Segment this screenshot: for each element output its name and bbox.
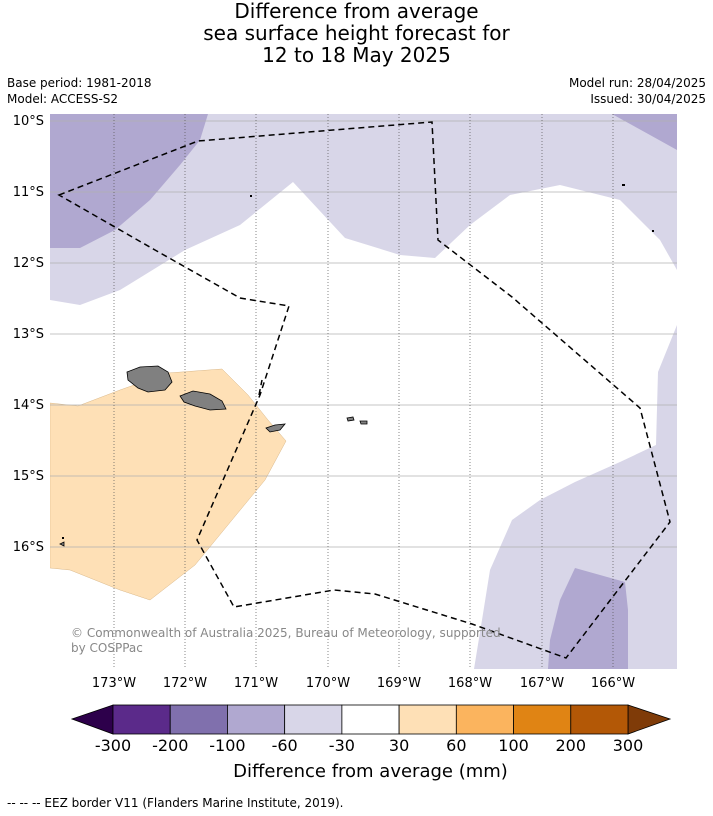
- issued-date: Issued: 30/04/2025: [590, 92, 706, 106]
- latitude-label: 13°S: [13, 327, 44, 342]
- model-run: Model run: 28/04/2025: [568, 76, 706, 90]
- colorbar-tick-label: 30: [388, 736, 410, 755]
- islet-west: [62, 537, 64, 539]
- meta-right: Model run: 28/04/2025 Issued: 30/04/2025: [569, 75, 706, 107]
- map-plot-area: [50, 114, 677, 669]
- copyright-line-2: by COSPPac: [71, 641, 143, 655]
- longitude-label: 170°W: [306, 676, 350, 691]
- island-upolu: [179, 390, 227, 411]
- islet-swains: [250, 195, 252, 197]
- eez-footnote: -- -- -- EEZ border V11 (Flanders Marine…: [7, 796, 344, 810]
- anomaly-region-mid-purple-northwest: [50, 114, 208, 248]
- colorbar-title: Difference from average (mm): [233, 761, 508, 782]
- map-title: Difference from average sea surface heig…: [0, 0, 713, 66]
- colorbar-bin: [341, 704, 400, 735]
- latitude-label: 14°S: [13, 398, 44, 413]
- colorbar-bin: [284, 704, 343, 735]
- colorbar-bin: [398, 704, 457, 735]
- title-line-3: 12 to 18 May 2025: [262, 43, 451, 67]
- copyright-line-1: © Commonwealth of Australia 2025, Bureau…: [71, 626, 501, 640]
- colorbar-high-extend: [627, 704, 672, 735]
- colorbar-bin: [455, 704, 514, 735]
- islet-northeast-2: [652, 230, 654, 232]
- colorbar: [70, 704, 672, 735]
- colorbar-tick-label: 60: [446, 736, 467, 755]
- gridlines: [50, 114, 677, 669]
- eez-border-internal: [258, 379, 263, 396]
- latitude-labels: 10°S 11°S 12°S 13°S 14°S 15°S 16°S: [13, 114, 44, 555]
- colorbar-low-extend: [70, 704, 114, 735]
- base-period: Base period: 1981-2018: [7, 76, 152, 90]
- small-islets: [62, 184, 654, 539]
- anomaly-region-light-purple-north: [50, 114, 677, 305]
- longitude-label: 168°W: [448, 676, 492, 691]
- island-savaii: [126, 365, 173, 393]
- latitude-label: 16°S: [13, 540, 44, 555]
- colorbar-bin: [112, 704, 171, 735]
- colorbar-tick-label: -200: [152, 736, 189, 755]
- copyright-notice: © Commonwealth of Australia 2025, Bureau…: [71, 626, 501, 656]
- longitude-label: 171°W: [234, 676, 278, 691]
- longitude-labels: 173°W 172°W 171°W 170°W 169°W 168°W 167°W 166°W: [92, 676, 635, 691]
- islet-northeast-1: [622, 184, 625, 186]
- colorbar-tick-label: 200: [555, 736, 587, 755]
- island-ofu: [346, 416, 355, 422]
- latitude-label: 10°S: [13, 114, 44, 129]
- colorbar-bin: [513, 704, 572, 735]
- island-west-small: [59, 541, 65, 547]
- eez-borders: [57, 121, 671, 659]
- longitude-label: 172°W: [163, 676, 207, 691]
- longitude-label: 167°W: [520, 676, 564, 691]
- longitude-label: 166°W: [591, 676, 635, 691]
- colorbar-tick-label: -30: [328, 736, 355, 755]
- island-tutuila: [265, 423, 286, 433]
- colorbar-bin: [227, 704, 286, 735]
- latitude-label: 15°S: [13, 469, 44, 484]
- island-tau: [359, 420, 368, 425]
- model-name: Model: ACCESS-S2: [7, 92, 119, 106]
- colorbar-tick-label: 100: [498, 736, 529, 755]
- meta-left: Base period: 1981-2018 Model: ACCESS-S2: [7, 75, 152, 107]
- longitude-label: 169°W: [377, 676, 421, 691]
- anomaly-region-light-purple-southeast: [474, 325, 677, 669]
- eez-border-samoa: [57, 121, 671, 659]
- anomaly-region-mid-purple-southeast: [548, 568, 628, 669]
- colorbar-tick-label: -300: [94, 736, 132, 755]
- anomaly-region-mid-purple-northeast: [612, 114, 677, 150]
- latitude-label: 12°S: [13, 256, 44, 271]
- colorbar-bin: [570, 704, 629, 735]
- colorbar-tick-label: 300: [612, 736, 644, 755]
- colorbar-bin: [169, 704, 228, 735]
- colorbar-tick-label: -100: [209, 736, 246, 755]
- longitude-label: 173°W: [92, 676, 136, 691]
- land-masses: [59, 365, 368, 547]
- latitude-label: 11°S: [13, 185, 44, 200]
- title-line-2: sea surface height forecast for: [203, 21, 510, 45]
- colorbar-tick-label: -60: [271, 736, 298, 755]
- title-line-1: Difference from average: [234, 0, 479, 23]
